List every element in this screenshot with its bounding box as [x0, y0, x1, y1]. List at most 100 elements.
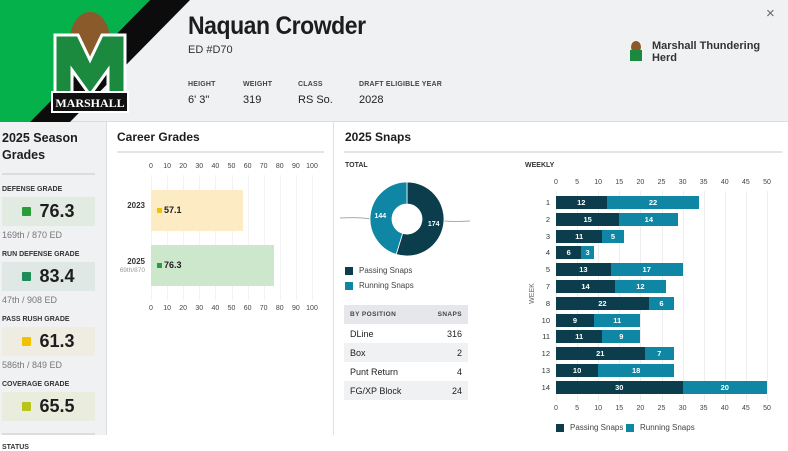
grade-label: PASS RUSH GRADE: [2, 316, 70, 323]
close-icon[interactable]: ×: [766, 5, 775, 22]
leader-line: [340, 217, 470, 222]
bar-value-label: 22: [648, 198, 658, 207]
bar-value-label: 57.1: [164, 205, 182, 215]
passing-snaps-bar: 14: [556, 280, 616, 293]
position-cell: Box: [344, 343, 423, 362]
passing-snaps-bar: 22: [556, 296, 649, 310]
x-tick-label: 0: [149, 305, 153, 312]
week-label: 2: [545, 214, 550, 224]
column-header: SNAPS: [422, 305, 468, 324]
total-label: TOTAL: [345, 162, 368, 169]
legend-passing: Passing Snaps: [345, 266, 412, 275]
snaps-by-position-table: BY POSITION SNAPS DLine 316 Box 2 Punt Return…: [344, 305, 468, 400]
total-snaps-donut: 174 144: [340, 181, 470, 257]
x-tick-label: 40: [720, 405, 729, 412]
grade-value-box: 61.3: [2, 327, 95, 356]
x-tick-label: 40: [211, 163, 220, 170]
x-tick-label: 90: [291, 163, 300, 170]
position-cell: FG/XP Block: [344, 381, 423, 400]
passing-snaps-bar: 21: [556, 347, 645, 361]
gridline: [295, 175, 297, 300]
table-row: Box 2: [344, 343, 468, 362]
gridline: [577, 191, 579, 401]
x-tick-label: 5: [575, 405, 580, 412]
team-link[interactable]: Marshall Thundering Herd: [628, 40, 788, 64]
x-tick-label: 30: [195, 305, 204, 312]
running-snaps-bar: 9: [602, 330, 641, 344]
category-label: 2025: [127, 257, 145, 266]
bar-value-label: 6: [566, 248, 571, 258]
x-tick-label: 60: [243, 163, 252, 170]
divider: [2, 433, 95, 435]
x-tick-label: 40: [720, 179, 729, 186]
svg-text:MARSHALL: MARSHALL: [55, 96, 124, 110]
gridline: [247, 175, 249, 300]
gridline: [231, 175, 233, 300]
x-tick-label: 40: [211, 305, 220, 312]
passing-snaps-bar: 11: [556, 229, 603, 243]
x-tick-label: 10: [163, 163, 171, 170]
gridline: [745, 191, 747, 401]
player-position: ED #D70: [188, 44, 233, 56]
season-grades-sidebar: 2025 Season Grades DEFENSE GRADE 76.3 169t…: [0, 122, 107, 451]
bar: [151, 190, 243, 231]
x-tick-label: 20: [636, 405, 645, 412]
x-tick-label: 50: [227, 305, 236, 312]
x-tick-label: 20: [179, 163, 188, 170]
week-axis-label: WEEK: [528, 283, 536, 304]
grade-color-indicator: [22, 402, 32, 411]
bar-value-label: 11: [575, 231, 584, 241]
x-tick-label: 50: [763, 405, 771, 412]
donut-slice: [395, 181, 445, 257]
x-tick-label: 0: [554, 405, 558, 412]
position-cell: DLine: [350, 328, 374, 339]
grade-value: 61.3: [39, 331, 75, 351]
bar-value-label: 12: [636, 282, 645, 291]
slice-value-label: 144: [374, 213, 386, 220]
x-tick-label: 60: [243, 305, 252, 312]
passing-snaps-bar: 11: [556, 330, 603, 344]
weekly-legend-passing: Passing Snaps: [556, 423, 623, 432]
x-tick-label: 80: [275, 163, 284, 170]
x-tick-label: 50: [227, 163, 236, 170]
bar-value-label: 76.3: [164, 260, 182, 270]
gridline: [724, 191, 726, 401]
grade-color-indicator: [22, 272, 32, 281]
team-logo-icon: [630, 41, 642, 61]
passing-snaps-bar: 6: [556, 246, 582, 260]
x-tick-label: 30: [678, 405, 687, 412]
x-tick-label: 5: [575, 179, 580, 186]
snaps-title: 2025 Snaps: [345, 130, 412, 144]
x-tick-label: 100: [306, 305, 318, 312]
gridline: [279, 175, 281, 300]
column-header: BY POSITION: [344, 305, 423, 324]
bar-marker: [157, 208, 162, 213]
grade-value-box: 83.4: [2, 262, 95, 291]
bar-value-label: 10: [572, 366, 582, 375]
running-snaps-bar: 12: [615, 280, 666, 293]
gridline: [167, 175, 169, 300]
divider: [333, 122, 334, 435]
legend-swatch: [345, 266, 353, 275]
gridline: [263, 175, 265, 300]
snaps-cell: 2: [422, 343, 468, 362]
snaps-cell: 316: [446, 328, 462, 339]
x-tick-label: 25: [657, 179, 666, 186]
running-snaps-bar: 18: [598, 364, 675, 377]
running-snaps-bar: 22: [606, 196, 700, 209]
legend-running: Running Snaps: [345, 281, 414, 290]
x-tick-label: 70: [259, 163, 268, 170]
legend-swatch: [626, 423, 634, 432]
player-name: Naquan Crowder: [188, 12, 366, 40]
bar-value-label: 30: [615, 382, 624, 392]
passing-snaps-bar: 10: [556, 364, 599, 377]
gridline: [183, 175, 185, 300]
x-tick-label: 45: [741, 179, 750, 186]
passing-snaps-bar: 13: [556, 263, 611, 277]
grade-label: RUN DEFENSE GRADE: [2, 251, 80, 258]
bar-value-label: 7: [657, 349, 662, 359]
x-tick-label: 70: [259, 305, 268, 312]
grade-rank: 47th / 908 ED: [2, 295, 58, 305]
bar-value-label: 18: [631, 366, 641, 375]
legend-swatch: [556, 423, 564, 432]
